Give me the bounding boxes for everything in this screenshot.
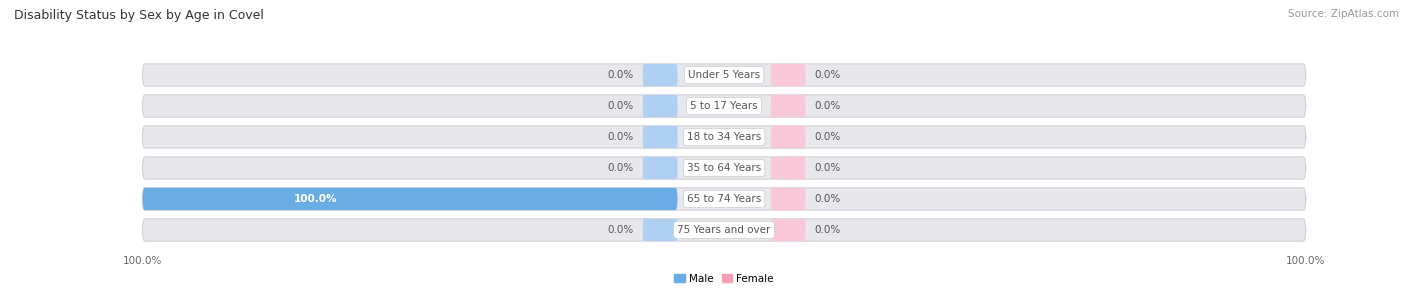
- FancyBboxPatch shape: [142, 219, 1306, 241]
- FancyBboxPatch shape: [770, 219, 806, 241]
- FancyBboxPatch shape: [142, 188, 678, 210]
- Legend: Male, Female: Male, Female: [671, 270, 778, 288]
- FancyBboxPatch shape: [770, 188, 806, 210]
- Text: 75 Years and over: 75 Years and over: [678, 225, 770, 235]
- Text: 0.0%: 0.0%: [814, 101, 841, 111]
- FancyBboxPatch shape: [142, 188, 1306, 210]
- FancyBboxPatch shape: [770, 64, 806, 86]
- Text: 0.0%: 0.0%: [814, 132, 841, 142]
- Text: 5 to 17 Years: 5 to 17 Years: [690, 101, 758, 111]
- Text: 0.0%: 0.0%: [814, 70, 841, 80]
- Text: Under 5 Years: Under 5 Years: [688, 70, 761, 80]
- FancyBboxPatch shape: [643, 64, 678, 86]
- Text: 0.0%: 0.0%: [607, 225, 634, 235]
- FancyBboxPatch shape: [142, 64, 1306, 86]
- FancyBboxPatch shape: [643, 126, 678, 148]
- FancyBboxPatch shape: [643, 95, 678, 117]
- Text: 18 to 34 Years: 18 to 34 Years: [688, 132, 761, 142]
- FancyBboxPatch shape: [770, 157, 806, 179]
- FancyBboxPatch shape: [770, 95, 806, 117]
- Text: 65 to 74 Years: 65 to 74 Years: [688, 194, 761, 204]
- Text: Disability Status by Sex by Age in Covel: Disability Status by Sex by Age in Covel: [14, 9, 264, 22]
- Text: 100.0%: 100.0%: [294, 194, 337, 204]
- Text: 0.0%: 0.0%: [607, 101, 634, 111]
- FancyBboxPatch shape: [142, 126, 1306, 148]
- Text: 0.0%: 0.0%: [607, 163, 634, 173]
- FancyBboxPatch shape: [643, 157, 678, 179]
- Text: 35 to 64 Years: 35 to 64 Years: [688, 163, 761, 173]
- Text: Source: ZipAtlas.com: Source: ZipAtlas.com: [1288, 9, 1399, 19]
- Text: 0.0%: 0.0%: [814, 225, 841, 235]
- Text: 0.0%: 0.0%: [814, 194, 841, 204]
- Text: 0.0%: 0.0%: [607, 70, 634, 80]
- Text: 0.0%: 0.0%: [607, 132, 634, 142]
- FancyBboxPatch shape: [770, 126, 806, 148]
- FancyBboxPatch shape: [643, 219, 678, 241]
- Text: 0.0%: 0.0%: [814, 163, 841, 173]
- FancyBboxPatch shape: [142, 157, 1306, 179]
- FancyBboxPatch shape: [142, 95, 1306, 117]
